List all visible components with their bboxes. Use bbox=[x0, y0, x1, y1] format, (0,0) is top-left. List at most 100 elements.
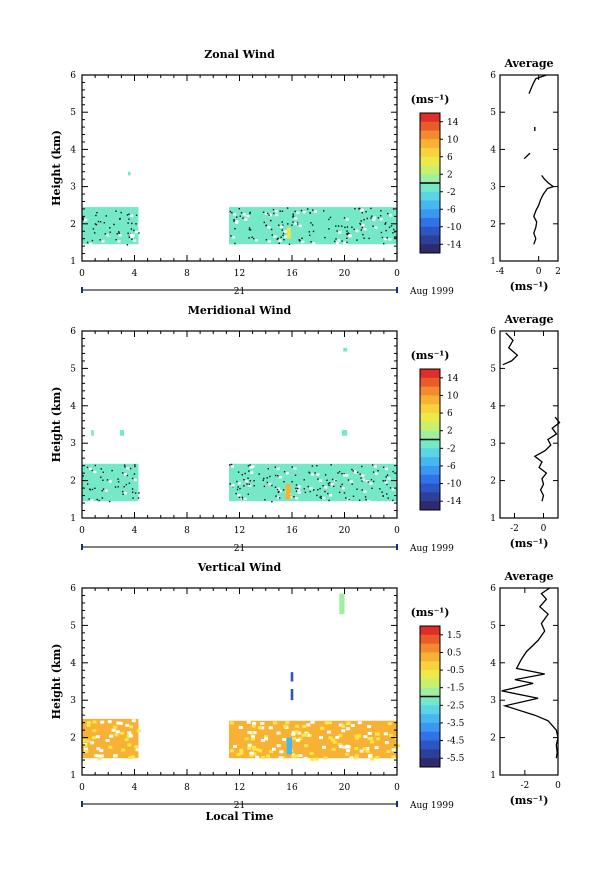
gap-speck bbox=[369, 482, 373, 485]
contour-speck bbox=[94, 487, 96, 489]
data-speck bbox=[251, 724, 256, 728]
contour-speck bbox=[300, 209, 303, 212]
data-speck bbox=[384, 741, 389, 745]
contour-speck bbox=[316, 494, 318, 497]
contour-speck bbox=[358, 499, 361, 501]
contour-speck bbox=[105, 215, 107, 217]
avg-y-tick-label: 1 bbox=[490, 257, 496, 267]
colorbar-swatch bbox=[420, 209, 440, 219]
contour-speck bbox=[317, 489, 319, 491]
contour-speck bbox=[274, 466, 277, 468]
y-tick-label: 3 bbox=[70, 696, 76, 706]
gap-speck bbox=[363, 490, 367, 493]
data-speck bbox=[247, 731, 252, 734]
gap-speck bbox=[279, 476, 283, 479]
contour-speck bbox=[382, 466, 385, 468]
colorbar-unit: (ms⁻¹) bbox=[411, 606, 450, 619]
colorbar-tick-label: 10 bbox=[447, 391, 459, 401]
contour-speck bbox=[328, 218, 330, 221]
contour-speck bbox=[99, 239, 101, 241]
profile-point bbox=[534, 126, 536, 131]
data-speck bbox=[129, 725, 133, 729]
y-axis-label: Height (km) bbox=[50, 130, 63, 206]
gap-speck bbox=[319, 479, 323, 482]
contour-speck bbox=[91, 488, 94, 491]
contour-speck bbox=[286, 207, 289, 209]
data-speck bbox=[278, 756, 283, 760]
data-speck bbox=[374, 746, 379, 750]
contour-speck bbox=[94, 232, 96, 234]
gap-speck bbox=[361, 208, 364, 212]
data-speck bbox=[125, 723, 130, 727]
gap-speck bbox=[90, 499, 94, 502]
contour-speck bbox=[282, 224, 284, 226]
data-speck bbox=[109, 734, 114, 738]
x-tick-label: 8 bbox=[184, 526, 190, 536]
average-profile: Average 1 2 3 4 5 6 -2 0 (ms⁻¹) bbox=[490, 313, 561, 550]
contour-speck bbox=[359, 473, 361, 475]
colorbar-tick-label: -3.5 bbox=[447, 719, 465, 729]
colorbar-swatch bbox=[420, 421, 440, 432]
contour-speck bbox=[365, 211, 367, 213]
colorbar-tick-label: -4.5 bbox=[447, 737, 465, 747]
colorbar-swatch bbox=[420, 439, 440, 449]
contour-speck bbox=[138, 232, 140, 234]
data-speck bbox=[295, 724, 300, 728]
gap-speck bbox=[338, 231, 342, 234]
panel-title: Meridional Wind bbox=[188, 304, 292, 317]
contour-speck bbox=[265, 225, 267, 227]
y-tick-label: 3 bbox=[70, 439, 76, 449]
contour-speck bbox=[131, 477, 134, 480]
contour-speck bbox=[296, 223, 299, 225]
gap-speck bbox=[276, 467, 280, 470]
contour-speck bbox=[351, 483, 353, 485]
contour-speck bbox=[248, 470, 250, 472]
data-speck bbox=[387, 722, 392, 726]
data-speck bbox=[246, 720, 251, 724]
contour-speck bbox=[309, 212, 311, 214]
contour-speck bbox=[87, 483, 89, 485]
gap-speck bbox=[297, 485, 301, 488]
contour-speck bbox=[117, 481, 120, 483]
data-speck bbox=[252, 747, 257, 751]
contour-speck bbox=[298, 240, 301, 242]
contour-speck bbox=[386, 474, 389, 476]
contour-speck bbox=[356, 488, 358, 490]
data-speck bbox=[306, 733, 310, 737]
gap-speck bbox=[361, 223, 365, 227]
data-speck bbox=[368, 754, 372, 758]
contour-speck bbox=[359, 222, 361, 225]
gap-speck bbox=[384, 467, 388, 471]
data-speck bbox=[323, 756, 328, 760]
contour-speck bbox=[114, 486, 117, 488]
contour-speck bbox=[387, 497, 389, 499]
panel-title: Vertical Wind bbox=[197, 561, 282, 574]
data-speck bbox=[99, 749, 104, 753]
contour-speck bbox=[243, 479, 245, 481]
contour-speck bbox=[265, 239, 268, 241]
average-title: Average bbox=[503, 57, 553, 70]
gap-speck bbox=[137, 224, 141, 227]
data-block bbox=[341, 430, 348, 436]
contour-speck bbox=[98, 499, 100, 502]
data-speck bbox=[359, 749, 364, 753]
data-speck bbox=[396, 727, 401, 730]
contour-speck bbox=[333, 485, 335, 487]
contour-speck bbox=[101, 490, 103, 492]
contour-speck bbox=[346, 241, 348, 243]
contour-speck bbox=[356, 239, 358, 241]
contour-speck bbox=[249, 211, 251, 214]
data-speck bbox=[383, 732, 388, 736]
colorbar-swatch bbox=[420, 148, 440, 158]
gap-speck bbox=[294, 222, 298, 225]
contour-speck bbox=[324, 236, 326, 239]
colorbar-tick-label: 6 bbox=[447, 409, 453, 419]
contour-speck bbox=[283, 239, 285, 241]
data-speck bbox=[363, 735, 368, 739]
data-speck bbox=[303, 756, 308, 760]
contour-speck bbox=[338, 491, 341, 493]
gap-speck bbox=[367, 499, 371, 503]
data-speck bbox=[294, 754, 299, 758]
contour-speck bbox=[119, 217, 121, 220]
contour-speck bbox=[241, 474, 243, 476]
